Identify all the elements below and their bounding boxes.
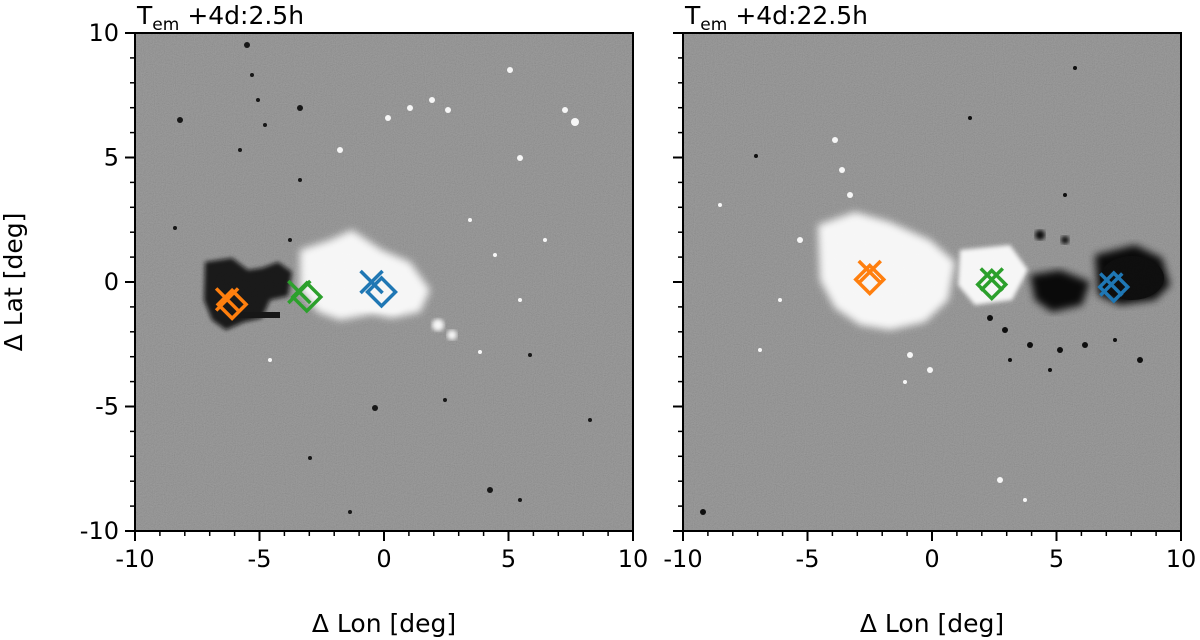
- ticks-left: -10 -5 0 5 10 10 5 0 -5 -10: [80, 19, 648, 573]
- diamond-marker: [365, 275, 398, 309]
- y-tick-label: 0: [104, 268, 119, 296]
- diamond-marker: [853, 263, 887, 296]
- x-marker: [359, 269, 384, 295]
- panel-right: -10 -5 0 5 10 Tem +4d:22.5h Δ Lon [deg]: [663, 1, 1196, 638]
- y-axis-title: Δ Lat [deg]: [0, 213, 28, 352]
- x-marker: [857, 259, 882, 285]
- y-tick-label: 10: [88, 19, 119, 47]
- diamond-marker: [1097, 270, 1131, 304]
- y-tick-label: -10: [80, 517, 119, 545]
- x-marker: [979, 267, 1004, 292]
- x-tick-label: -5: [796, 545, 820, 573]
- x-tick-label: 0: [924, 545, 939, 573]
- panel-title-left: Tem +4d:2.5h: [136, 1, 304, 35]
- magnetogram-right: [683, 33, 1181, 531]
- x-tick-label: 10: [618, 545, 649, 573]
- x-tick-label: 0: [376, 545, 391, 573]
- diamond-marker: [290, 280, 324, 314]
- x-tick-label: 10: [1166, 545, 1197, 573]
- markers-right: [853, 259, 1131, 304]
- x-tick-label: -10: [663, 545, 702, 573]
- y-tick-label: 5: [104, 144, 119, 172]
- x-tick-label: 5: [501, 545, 516, 573]
- panel-title-right: Tem +4d:22.5h: [684, 1, 868, 35]
- x-tick-label: 5: [1049, 545, 1064, 573]
- x-tick-label: -10: [115, 545, 154, 573]
- markers-left: [214, 269, 398, 321]
- diamond-marker: [215, 287, 249, 321]
- diamond-marker: [975, 268, 1009, 301]
- y-tick-label: -5: [95, 393, 119, 421]
- x-axis-title-right: Δ Lon [deg]: [860, 609, 1004, 638]
- x-axis-title-left: Δ Lon [deg]: [312, 609, 456, 638]
- x-tick-label: -5: [248, 545, 272, 573]
- ticks-right: -10 -5 0 5 10: [663, 32, 1197, 573]
- panel-left: -10 -5 0 5 10 10 5 0 -5 -10 Tem +4d:2.5h Δ Lon [de…: [0, 1, 648, 638]
